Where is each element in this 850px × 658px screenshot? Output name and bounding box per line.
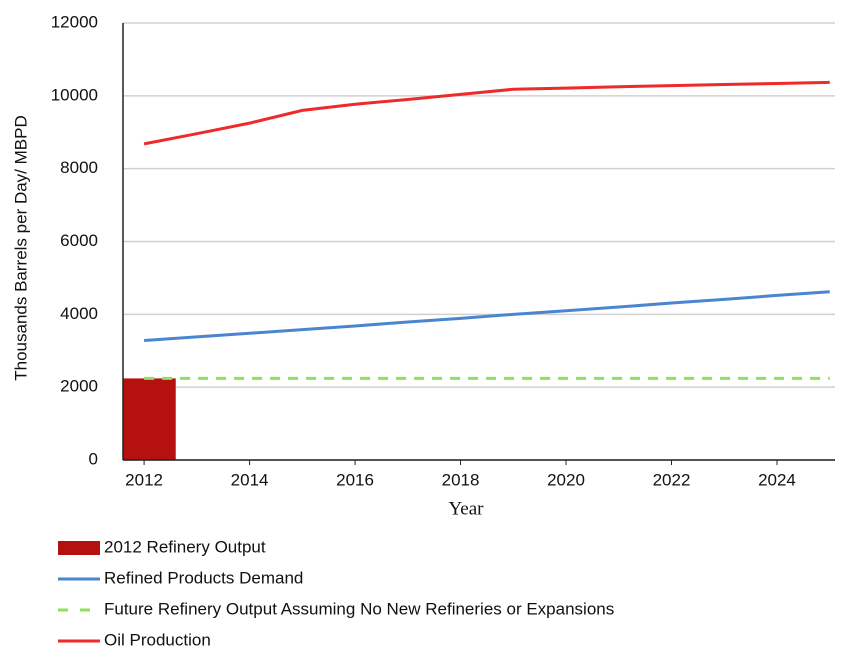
y-tick-label: 12000	[51, 12, 98, 31]
legend-label: Oil Production	[104, 630, 211, 649]
legend-swatch	[58, 541, 100, 555]
x-tick-label: 2024	[758, 470, 796, 489]
x-tick-label: 2014	[231, 470, 269, 489]
x-tick-label: 2018	[442, 470, 480, 489]
y-tick-label: 0	[89, 449, 98, 468]
line-series	[143, 290, 830, 343]
y-tick-label: 2000	[60, 377, 98, 396]
y-axis-label: Thousands Barrels per Day/ MBPD	[11, 115, 30, 381]
legend-label: Refined Products Demand	[104, 568, 303, 587]
legend-label: 2012 Refinery Output	[104, 537, 266, 556]
bar	[123, 378, 176, 460]
y-tick-label: 10000	[51, 85, 98, 104]
line-series	[143, 80, 830, 146]
legend-label: Future Refinery Output Assuming No New R…	[104, 599, 614, 618]
y-tick-label: 8000	[60, 158, 98, 177]
y-tick-label: 4000	[60, 304, 98, 323]
x-tick-label: 2012	[125, 470, 163, 489]
y-tick-label: 6000	[60, 231, 98, 250]
x-tick-label: 2022	[653, 470, 691, 489]
x-tick-label: 2016	[336, 470, 374, 489]
x-axis-label: Year	[448, 498, 484, 519]
x-tick-label: 2020	[547, 470, 585, 489]
